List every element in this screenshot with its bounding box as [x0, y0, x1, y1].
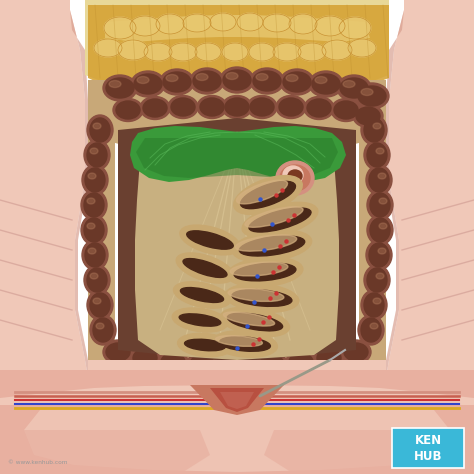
Ellipse shape — [187, 352, 217, 376]
Ellipse shape — [228, 313, 283, 331]
Ellipse shape — [94, 39, 122, 57]
Ellipse shape — [183, 14, 211, 32]
Ellipse shape — [222, 353, 252, 377]
Ellipse shape — [87, 115, 113, 145]
Ellipse shape — [82, 240, 108, 270]
Polygon shape — [0, 370, 474, 398]
Ellipse shape — [223, 312, 274, 326]
Ellipse shape — [378, 173, 386, 179]
Ellipse shape — [172, 308, 228, 332]
Polygon shape — [88, 80, 115, 360]
Ellipse shape — [106, 78, 134, 98]
Ellipse shape — [196, 73, 208, 81]
Ellipse shape — [93, 318, 113, 342]
Ellipse shape — [364, 293, 384, 317]
Ellipse shape — [232, 290, 292, 306]
Ellipse shape — [96, 323, 104, 329]
Ellipse shape — [176, 253, 234, 283]
Ellipse shape — [90, 118, 110, 142]
Polygon shape — [60, 10, 92, 474]
Ellipse shape — [84, 140, 110, 170]
Ellipse shape — [283, 72, 311, 92]
Ellipse shape — [193, 71, 221, 91]
Ellipse shape — [260, 355, 284, 373]
Ellipse shape — [220, 307, 290, 337]
Ellipse shape — [283, 166, 303, 184]
Ellipse shape — [367, 190, 393, 220]
Ellipse shape — [222, 43, 248, 61]
Ellipse shape — [210, 13, 236, 31]
Ellipse shape — [298, 43, 326, 61]
Ellipse shape — [341, 340, 371, 364]
Polygon shape — [88, 360, 386, 407]
Ellipse shape — [370, 193, 390, 217]
Ellipse shape — [219, 337, 270, 351]
Ellipse shape — [286, 350, 316, 374]
Ellipse shape — [173, 282, 230, 308]
Ellipse shape — [376, 148, 384, 154]
Ellipse shape — [367, 268, 387, 292]
Ellipse shape — [240, 182, 295, 209]
Ellipse shape — [367, 143, 387, 167]
Polygon shape — [190, 385, 284, 415]
Ellipse shape — [184, 339, 226, 351]
Polygon shape — [0, 405, 474, 474]
Polygon shape — [220, 392, 254, 409]
Ellipse shape — [131, 71, 165, 97]
Text: KEN: KEN — [414, 434, 442, 447]
Ellipse shape — [130, 346, 160, 370]
Ellipse shape — [356, 107, 380, 125]
Ellipse shape — [276, 161, 314, 195]
Polygon shape — [264, 430, 474, 474]
Ellipse shape — [376, 273, 384, 279]
Ellipse shape — [334, 101, 358, 119]
Ellipse shape — [239, 236, 305, 256]
Ellipse shape — [225, 98, 249, 116]
Ellipse shape — [253, 71, 281, 91]
Ellipse shape — [340, 78, 368, 98]
Ellipse shape — [245, 207, 303, 228]
Ellipse shape — [144, 43, 172, 61]
Ellipse shape — [322, 40, 352, 60]
Ellipse shape — [88, 173, 96, 179]
Polygon shape — [130, 126, 346, 182]
Ellipse shape — [225, 356, 249, 374]
Ellipse shape — [178, 333, 232, 357]
Ellipse shape — [230, 262, 288, 276]
Ellipse shape — [87, 143, 107, 167]
Ellipse shape — [286, 74, 298, 82]
Ellipse shape — [337, 75, 371, 101]
Ellipse shape — [213, 331, 277, 357]
Ellipse shape — [237, 180, 288, 204]
Ellipse shape — [87, 223, 95, 229]
Polygon shape — [88, 5, 389, 94]
Ellipse shape — [113, 99, 143, 121]
Ellipse shape — [223, 70, 251, 90]
Ellipse shape — [134, 74, 162, 94]
Polygon shape — [0, 385, 474, 474]
Ellipse shape — [90, 273, 98, 279]
Ellipse shape — [339, 17, 371, 39]
Ellipse shape — [93, 298, 101, 304]
Ellipse shape — [317, 349, 341, 367]
Ellipse shape — [88, 248, 96, 254]
Ellipse shape — [163, 72, 191, 92]
Ellipse shape — [190, 355, 214, 373]
Ellipse shape — [84, 193, 104, 217]
Ellipse shape — [276, 95, 306, 118]
Ellipse shape — [361, 89, 373, 95]
Ellipse shape — [90, 148, 98, 154]
Ellipse shape — [263, 14, 291, 32]
Ellipse shape — [234, 175, 302, 214]
Ellipse shape — [288, 170, 302, 182]
Ellipse shape — [304, 97, 334, 119]
Ellipse shape — [364, 265, 390, 295]
Ellipse shape — [130, 16, 160, 36]
Ellipse shape — [250, 98, 274, 116]
Ellipse shape — [84, 218, 104, 242]
Ellipse shape — [106, 343, 130, 361]
Ellipse shape — [361, 318, 381, 342]
Ellipse shape — [369, 168, 389, 192]
Ellipse shape — [181, 288, 224, 302]
